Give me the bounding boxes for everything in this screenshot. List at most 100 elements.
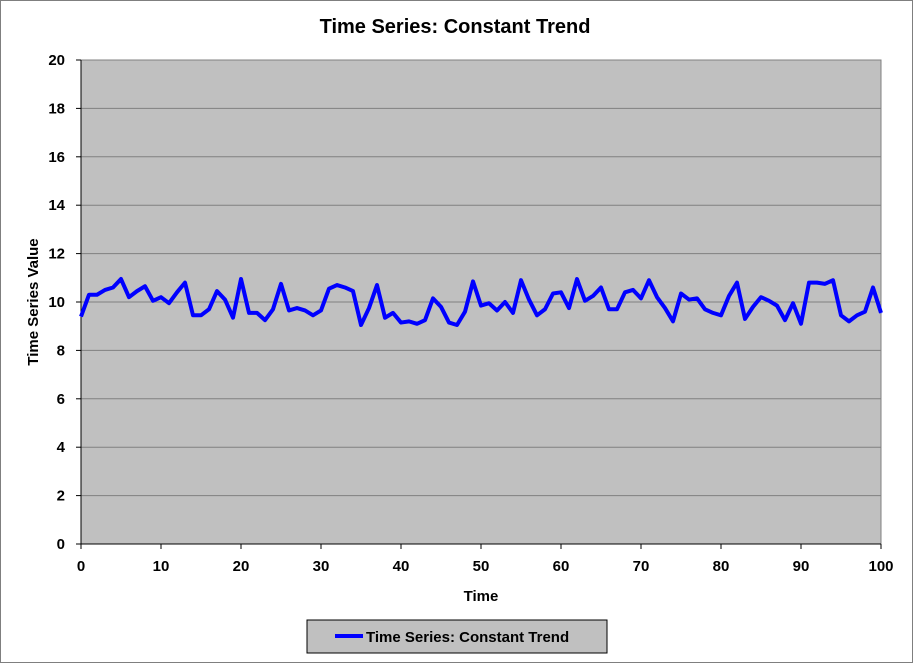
data-point [176, 291, 178, 293]
x-tick-label: 20 [233, 558, 250, 575]
y-tick-label: 16 [48, 149, 65, 166]
data-point [688, 299, 690, 301]
data-point [696, 297, 698, 299]
data-point [392, 312, 394, 314]
data-point [800, 323, 802, 325]
data-point [560, 291, 562, 293]
data-point [472, 280, 474, 282]
data-point [752, 306, 754, 308]
x-tick-label: 70 [633, 558, 650, 575]
data-point [856, 314, 858, 316]
data-point [240, 278, 242, 280]
data-point [328, 288, 330, 290]
data-point [152, 300, 154, 302]
y-tick-label: 8 [57, 342, 65, 359]
data-point [792, 302, 794, 304]
data-point [488, 302, 490, 304]
axes [76, 59, 882, 549]
data-point [448, 322, 450, 324]
data-point [528, 299, 530, 301]
data-point [776, 305, 778, 307]
data-point [760, 296, 762, 298]
data-point [440, 306, 442, 308]
y-tick-labels: 0 2 4 6 8 10 12 14 16 18 20 [48, 52, 65, 553]
y-tick-label: 4 [57, 439, 66, 456]
data-point [432, 297, 434, 299]
x-tick-labels: 0 10 20 30 40 50 60 70 80 90 100 [77, 558, 894, 575]
data-point [136, 290, 138, 292]
x-tick-label: 60 [553, 558, 570, 575]
data-point [208, 308, 210, 310]
data-point [96, 294, 98, 296]
data-point [224, 299, 226, 301]
y-tick-label: 14 [48, 197, 65, 214]
data-point [640, 297, 642, 299]
data-point [656, 296, 658, 298]
data-point [536, 314, 538, 316]
data-point [520, 279, 522, 281]
data-point [584, 300, 586, 302]
data-point [632, 289, 634, 291]
data-point [744, 318, 746, 320]
data-point [672, 320, 674, 322]
data-point [304, 309, 306, 311]
data-point [296, 307, 298, 309]
y-tick-label: 10 [48, 294, 65, 311]
y-tick-label: 12 [48, 246, 65, 263]
data-point [824, 283, 826, 285]
data-point [648, 279, 650, 281]
data-point [624, 291, 626, 293]
data-point [168, 302, 170, 304]
data-point [600, 286, 602, 288]
data-point [360, 324, 362, 326]
x-tick-label: 50 [473, 558, 490, 575]
data-point [248, 312, 250, 314]
data-point [144, 285, 146, 287]
data-point [352, 290, 354, 292]
data-point [480, 305, 482, 307]
data-point [312, 314, 314, 316]
data-point [320, 309, 322, 311]
data-point [272, 308, 274, 310]
y-tick-label: 18 [48, 100, 65, 117]
legend-label: Time Series: Constant Trend [366, 629, 569, 646]
data-point [544, 308, 546, 310]
chart-title: Time Series: Constant Trend [320, 16, 591, 38]
data-point [664, 307, 666, 309]
data-point [112, 286, 114, 288]
legend: Time Series: Constant Trend [306, 619, 608, 654]
data-point [336, 284, 338, 286]
data-point [496, 309, 498, 311]
x-tick-label: 90 [793, 558, 810, 575]
data-point [128, 296, 130, 298]
x-tick-label: 30 [313, 558, 330, 575]
x-tick-label: 10 [153, 558, 170, 575]
data-point [576, 278, 578, 280]
data-point [864, 311, 866, 313]
data-point [120, 278, 122, 280]
data-point [344, 286, 346, 288]
y-tick-label: 6 [57, 391, 65, 408]
y-tick-label: 0 [57, 536, 65, 553]
data-point [416, 323, 418, 325]
x-tick-label: 100 [868, 558, 893, 575]
x-tick-label: 0 [77, 558, 85, 575]
data-point [376, 284, 378, 286]
y-axis-title: Time Series Value [25, 238, 42, 365]
data-point [736, 282, 738, 284]
data-point [616, 308, 618, 310]
data-point [880, 312, 882, 314]
data-point [400, 322, 402, 324]
data-point [784, 319, 786, 321]
y-tick-label: 2 [57, 488, 65, 505]
data-point [816, 282, 818, 284]
data-point [408, 320, 410, 322]
x-axis-title: Time [464, 588, 499, 605]
y-tick-label: 20 [48, 52, 65, 69]
data-point [848, 320, 850, 322]
data-point [704, 308, 706, 310]
data-point [256, 312, 258, 314]
data-point [192, 314, 194, 316]
data-point [368, 307, 370, 309]
